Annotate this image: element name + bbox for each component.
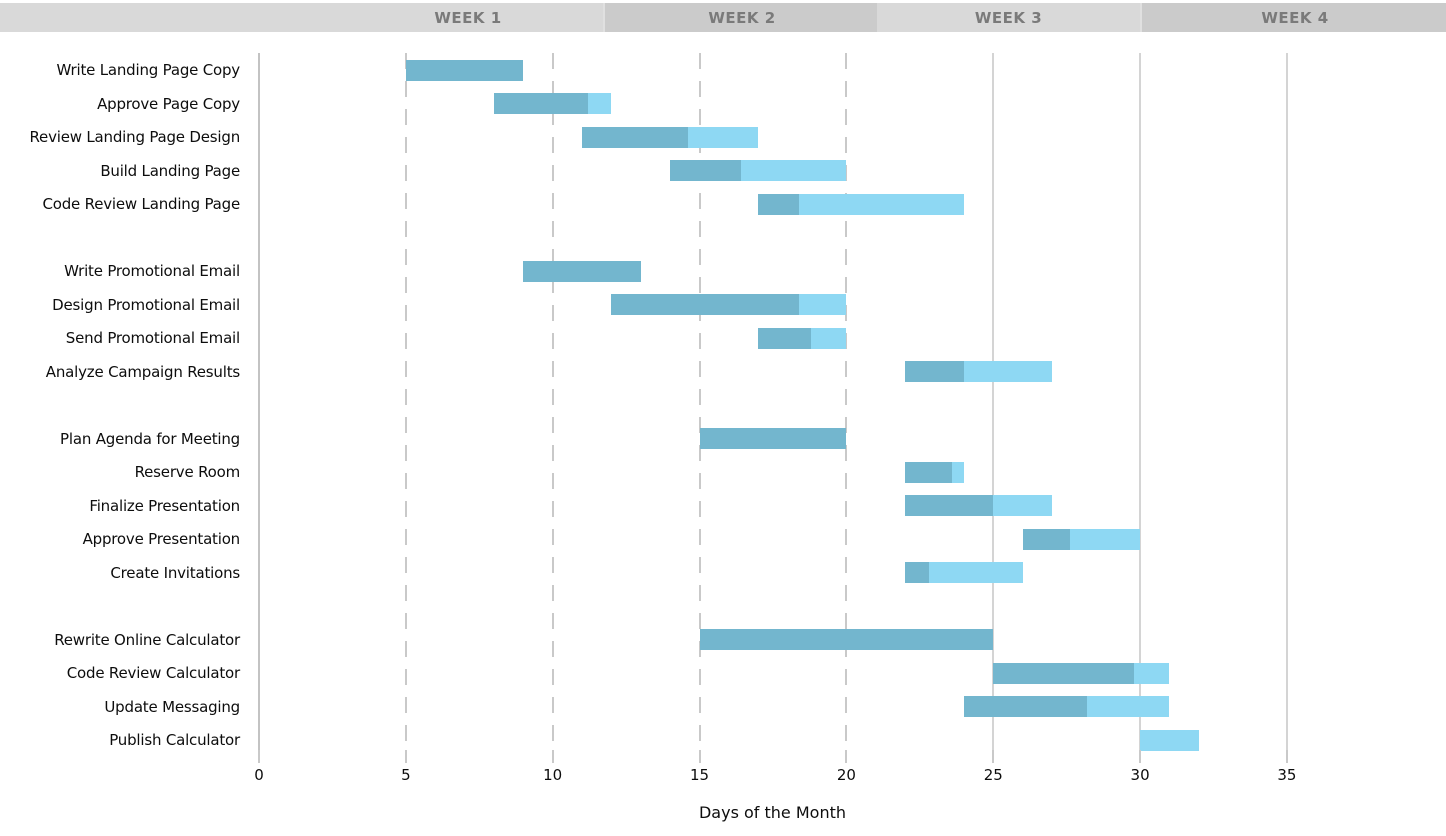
gridline-day-25: [992, 53, 995, 763]
x-axis-tick-label: 10: [543, 766, 563, 784]
bar-complete-segment: [905, 495, 994, 516]
task-label: Write Landing Page Copy: [56, 61, 241, 79]
bar-complete-segment: [905, 562, 929, 583]
bar-remaining-segment: [1069, 528, 1141, 550]
task-label: Review Landing Page Design: [29, 128, 241, 146]
week-label: WEEK 2: [708, 8, 776, 27]
x-axis-tick: [845, 750, 848, 763]
bar-remaining-segment: [811, 327, 847, 349]
bar-remaining-segment: [799, 294, 847, 315]
week-band-3: WEEK 3: [877, 3, 1140, 32]
bar-complete-segment: [523, 260, 641, 282]
bar-remaining-segment: [687, 126, 759, 148]
bar-remaining-segment: [963, 361, 1052, 382]
bar-complete-segment: [758, 327, 812, 349]
x-axis-tick-label: 35: [1277, 766, 1297, 784]
x-axis-tick-label: 25: [983, 766, 1003, 784]
bar-remaining-segment: [952, 461, 964, 483]
week-band-2: WEEK 2: [603, 3, 879, 32]
gridline-day-5: [404, 53, 407, 763]
x-axis-tick: [551, 750, 554, 763]
bar-complete-segment: [1022, 528, 1070, 550]
x-axis-tick: [698, 750, 701, 763]
bar-complete-segment: [905, 361, 964, 382]
task-label: Approve Page Copy: [97, 94, 240, 113]
x-axis-tick-label: 0: [254, 766, 264, 784]
task-label: Build Landing Page: [100, 161, 240, 180]
x-axis-tick: [1139, 750, 1142, 763]
bar-complete-segment: [993, 662, 1135, 684]
bar-remaining-segment: [928, 562, 1023, 583]
bar-complete-segment: [758, 193, 800, 215]
gridline-day-30: [1139, 53, 1142, 763]
task-label: Reserve Room: [134, 463, 241, 481]
task-label: Analyze Campaign Results: [45, 362, 240, 381]
task-label: Write Promotional Email: [64, 262, 240, 280]
task-label: Approve Presentation: [82, 530, 241, 548]
task-label: Update Messaging: [104, 697, 240, 716]
bar-remaining-segment: [1087, 696, 1170, 717]
bar-remaining-segment: [1134, 662, 1170, 684]
x-axis-tick: [992, 750, 995, 763]
x-axis-tick: [404, 750, 407, 763]
week-band-spacer: [0, 3, 333, 32]
bar-remaining-segment: [993, 495, 1052, 516]
task-label: Publish Calculator: [109, 731, 240, 749]
task-label: Finalize Presentation: [89, 496, 240, 515]
week-label: WEEK 1: [434, 8, 502, 27]
x-axis-tick: [258, 750, 260, 763]
task-label: Rewrite Online Calculator: [54, 630, 240, 649]
task-label: Code Review Calculator: [66, 664, 240, 682]
week-band-1: WEEK 1: [333, 3, 603, 32]
bar-complete-segment: [670, 160, 741, 181]
bar-complete-segment: [905, 461, 953, 483]
week-band-4: WEEK 4: [1140, 3, 1446, 32]
gridline-day-0: [258, 53, 260, 763]
task-label: Design Promotional Email: [52, 295, 240, 314]
gridline-day-15: [698, 53, 701, 763]
bar-remaining-segment: [799, 193, 964, 215]
week-label: WEEK 4: [1261, 8, 1329, 27]
bar-complete-segment: [493, 93, 588, 114]
x-axis-tick-label: 30: [1130, 766, 1150, 784]
bar-remaining-segment: [740, 160, 847, 181]
gridline-day-10: [551, 53, 554, 763]
bar-remaining-segment: [1140, 729, 1199, 751]
task-label: Code Review Landing Page: [42, 195, 240, 213]
bar-complete-segment: [405, 59, 524, 81]
gridline-day-35: [1285, 53, 1288, 763]
x-axis-tick-label: 5: [401, 766, 411, 784]
gridline-day-20: [845, 53, 848, 763]
bar-remaining-segment: [587, 93, 612, 114]
bar-complete-segment: [582, 126, 688, 148]
bar-complete-segment: [699, 428, 847, 449]
bar-complete-segment: [963, 696, 1088, 717]
x-axis-title: Days of the Month: [698, 803, 846, 822]
week-label: WEEK 3: [974, 8, 1043, 27]
task-label: Send Promotional Email: [65, 329, 240, 347]
x-axis-tick-label: 20: [836, 766, 856, 784]
bar-complete-segment: [699, 629, 994, 650]
x-axis-tick-label: 15: [690, 766, 710, 784]
x-axis-tick: [1285, 750, 1288, 763]
task-label: Create Invitations: [110, 563, 240, 582]
task-label: Plan Agenda for Meeting: [60, 429, 240, 448]
bar-complete-segment: [611, 294, 800, 315]
